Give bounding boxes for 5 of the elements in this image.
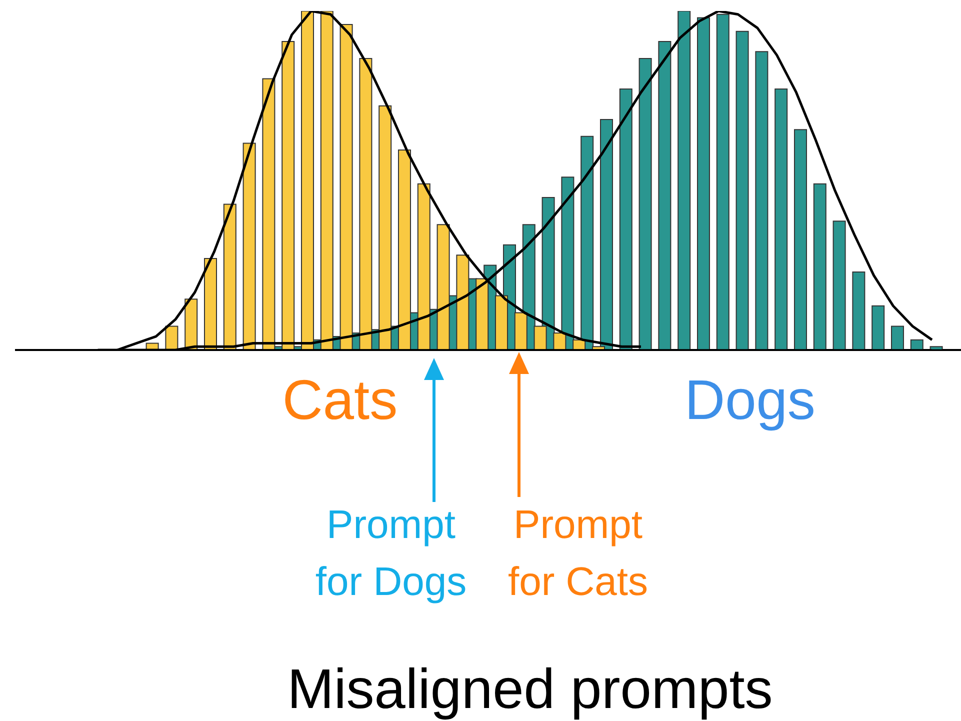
text: Cats: [281, 367, 399, 433]
text: Prompt for Cats: [506, 502, 650, 606]
text: Dogs: [684, 367, 816, 433]
text: Misaligned prompts: [286, 657, 774, 720]
text: Prompt for Dogs: [314, 502, 468, 606]
